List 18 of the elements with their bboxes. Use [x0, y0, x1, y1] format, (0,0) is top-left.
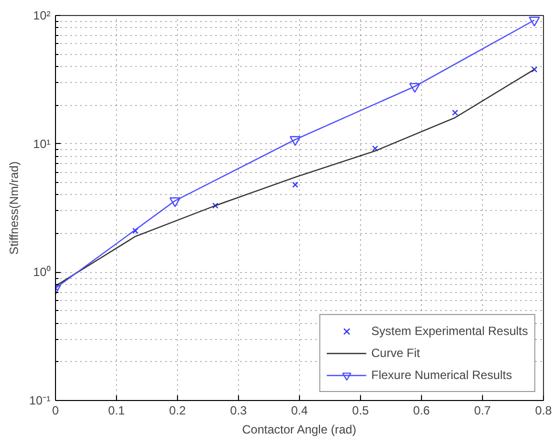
y-tick-label: 10⁰ [33, 265, 51, 280]
x-tick-label: 0.4 [291, 404, 308, 418]
x-tick-label: 0.3 [230, 404, 248, 418]
x-tick-label: 0.1 [108, 404, 126, 418]
y-axis-title: Stiffness(Nm/rad) [7, 161, 22, 255]
y-tick-label: 10¹ [33, 136, 51, 151]
legend-label: Flexure Numerical Results [371, 368, 512, 382]
x-tick-label: 0.6 [413, 404, 430, 418]
legend-label: Curve Fit [371, 346, 420, 360]
x-tick-label: 0.2 [169, 404, 186, 418]
x-tick-label: 0.5 [352, 404, 370, 418]
legend-label: System Experimental Results [371, 324, 528, 338]
x-axis-title: Contactor Angle (rad) [242, 422, 356, 436]
x-tick-label: 0 [52, 404, 60, 418]
x-tick-label: 0.7 [474, 404, 492, 418]
x-tick-label: 0.8 [535, 404, 552, 418]
y-tick-label: 10⁻¹ [29, 394, 51, 408]
y-tick-label: 10² [33, 8, 51, 22]
